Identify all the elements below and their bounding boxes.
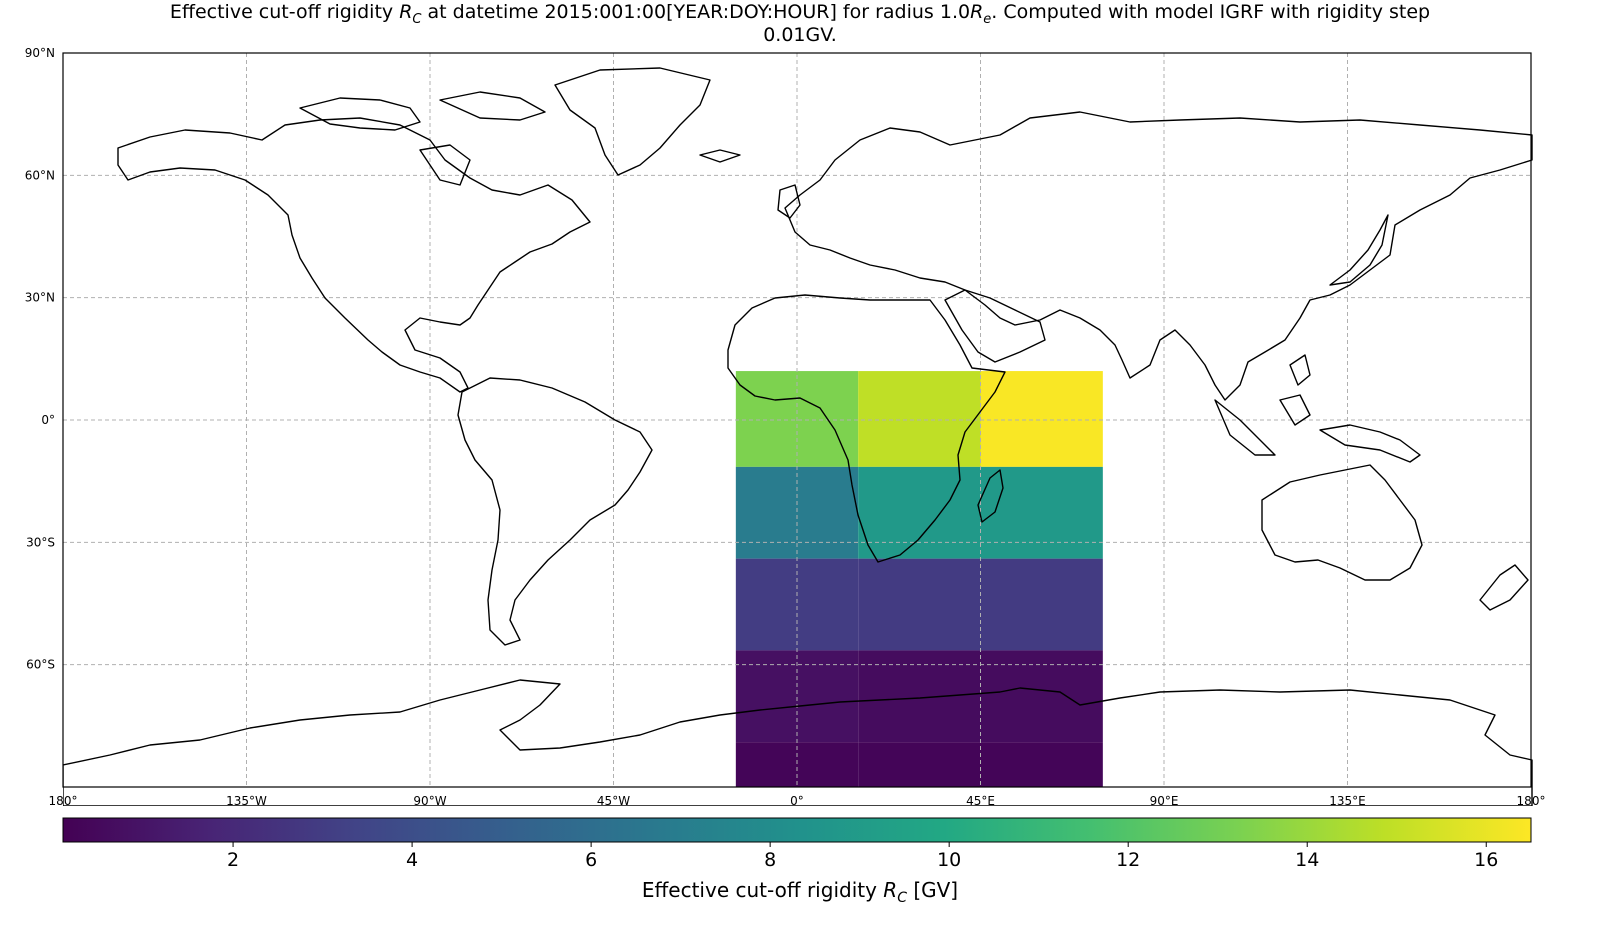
heatmap-cell <box>980 371 1103 467</box>
heatmap-cell <box>858 558 981 651</box>
coastline-new-zealand <box>1479 564 1529 611</box>
latitude-tick-label: 60°N <box>25 168 55 182</box>
longitude-tick-label: 135°W <box>226 794 267 808</box>
longitude-tick-label: 180° <box>1517 794 1546 808</box>
coastline-greenland <box>554 67 711 176</box>
latitude-tick-label: 60°S <box>26 658 55 672</box>
longitude-tick-label: 90°E <box>1150 794 1179 808</box>
longitude-tick-labels: 180° 135°W 90°W 45°W 0° 45°E 90°E 135°E 180° <box>49 794 1546 808</box>
coastline-arabia <box>944 289 1046 363</box>
latitude-tick-label: 90°N <box>25 46 55 60</box>
heatmap-cell <box>858 650 981 743</box>
heatmap-cell <box>858 371 981 467</box>
title-prefix: Effective cut-off rigidity RC at datetim… <box>169 1 1431 27</box>
colorbar-tick-label: 10 <box>937 849 961 871</box>
longitude-tick-label: 45°E <box>966 794 995 808</box>
colorbar-tick-label: 8 <box>764 849 776 871</box>
coastline-north-america <box>117 117 591 393</box>
colorbar-tick-label: 2 <box>227 849 239 871</box>
latitude-tick-label: 30°S <box>26 535 55 549</box>
graticule <box>63 53 1531 787</box>
longitude-tick-label: 45°W <box>597 794 630 808</box>
colorbar-tick-label: 12 <box>1116 849 1140 871</box>
coastline-australia <box>1261 464 1423 581</box>
latitude-tick-label: 30°N <box>25 291 55 305</box>
colorbar-tick-label: 4 <box>406 849 418 871</box>
chart-title-line-2: 0.01GV. <box>763 24 837 46</box>
latitude-tick-labels: 90°N 60°N 30°N 0° 30°S 60°S <box>25 46 55 672</box>
heatmap-cells <box>735 371 1103 787</box>
heatmap-cell <box>858 466 981 559</box>
coastline-eurasia <box>784 111 1533 401</box>
coastline-japan <box>1329 214 1389 286</box>
colorbar-tick-label: 16 <box>1474 849 1498 871</box>
heatmap-cell <box>980 558 1103 651</box>
longitude-tick-label: 0° <box>790 794 804 808</box>
colorbar <box>62 817 1532 843</box>
longitude-tick-label: 180° <box>49 794 78 808</box>
coastline-sea-islands <box>1214 354 1421 463</box>
coastline-british-isles <box>699 149 801 219</box>
coastline-arctic-islands <box>299 91 546 186</box>
coastlines <box>63 67 1533 806</box>
heatmap-cell <box>858 742 981 787</box>
colorbar-label: Effective cut-off rigidity RC [GV] <box>641 878 959 906</box>
latitude-tick-label: 0° <box>41 413 55 427</box>
coastline-south-america <box>457 377 653 646</box>
map-frame <box>62 52 1532 788</box>
heatmap-cell <box>980 742 1103 787</box>
colorbar-tick-label: 6 <box>585 849 597 871</box>
coastline-madagascar <box>977 469 1004 523</box>
coastline-antarctica <box>63 679 1533 806</box>
longitude-tick-label: 90°W <box>413 794 446 808</box>
chart-title-line-1: Effective cut-off rigidity RC at datetim… <box>0 0 1600 32</box>
colorbar-ticks: 2 4 6 8 10 12 14 16 <box>227 842 1498 871</box>
heatmap-cell <box>980 650 1103 743</box>
coastline-africa <box>727 294 1006 563</box>
heatmap-cell <box>980 466 1103 559</box>
longitude-tick-label: 135°E <box>1329 794 1366 808</box>
colorbar-tick-label: 14 <box>1295 849 1319 871</box>
